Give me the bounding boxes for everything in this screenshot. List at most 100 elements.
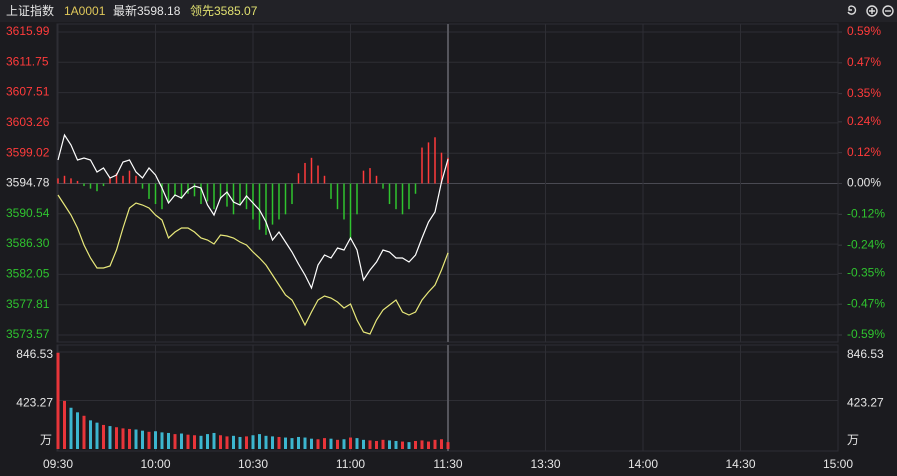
volume-bar — [277, 436, 281, 449]
x-tick-label: 13:30 — [530, 457, 560, 471]
volume-bar — [355, 438, 359, 449]
y-tick-label: 3599.02 — [6, 145, 50, 159]
volume-bar — [388, 440, 391, 449]
volume-bar — [63, 400, 66, 449]
volume-bar — [407, 442, 411, 449]
price-line — [57, 194, 449, 335]
volume-bar — [167, 432, 170, 449]
volume-bar — [316, 439, 320, 449]
y2-tick-label: 0.35% — [847, 86, 881, 100]
volume-bar — [206, 434, 209, 449]
volume-unit: 万 — [40, 433, 52, 447]
y2-tick-label: -0.59% — [847, 327, 885, 341]
x-tick-label: 15:00 — [823, 457, 853, 471]
volume-bar — [186, 434, 190, 449]
volume-tick-label-right: 846.53 — [847, 347, 884, 361]
volume-bar — [128, 428, 131, 449]
volume-bar — [336, 439, 339, 449]
y-tick-label: 3582.05 — [6, 267, 50, 281]
volume-bar — [115, 427, 118, 449]
volume-bar — [446, 442, 450, 449]
volume-bar — [238, 436, 242, 449]
volume-bar — [394, 440, 398, 449]
volume-bar — [440, 439, 443, 449]
zoom-in-plus — [869, 8, 875, 14]
x-tick-label: 11:00 — [336, 457, 365, 471]
volume-bar — [290, 438, 294, 449]
x-tick-label: 10:00 — [140, 457, 170, 471]
y2-tick-label: -0.24% — [847, 237, 885, 251]
reset-icon[interactable] — [847, 5, 857, 15]
y2-tick-label: 0.00% — [847, 176, 881, 190]
volume-bar — [212, 432, 216, 449]
volume-bar — [76, 412, 79, 449]
volume-bar — [342, 439, 346, 449]
volume-bar — [427, 441, 430, 449]
y-tick-label: 3573.57 — [6, 327, 50, 341]
volume-bar — [180, 433, 183, 449]
volume-tick-label-right: 423.27 — [847, 396, 884, 410]
x-tick-label: 14:00 — [628, 457, 658, 471]
volume-bar — [225, 436, 229, 449]
volume-bar — [297, 436, 300, 449]
volume-bar — [154, 431, 157, 449]
index-code: 1A0001 — [64, 4, 106, 18]
y2-tick-label: -0.47% — [847, 296, 885, 310]
volume-bar — [362, 439, 365, 449]
x-tick-label: 11:30 — [433, 457, 462, 471]
x-tick-label: 09:30 — [43, 457, 73, 471]
y-tick-label: 3615.99 — [6, 24, 50, 38]
volume-tick-label: 846.53 — [16, 347, 53, 361]
volume-bar — [323, 438, 326, 449]
y2-tick-label: -0.35% — [847, 266, 885, 280]
x-tick-label: 14:30 — [725, 457, 755, 471]
volume-bar — [401, 441, 404, 449]
volume-bar — [329, 438, 333, 449]
volume-bar — [251, 435, 255, 449]
volume-bar — [284, 437, 287, 449]
volume-bar — [134, 429, 138, 449]
y-tick-label: 3611.75 — [6, 54, 49, 68]
volume-bar — [102, 424, 105, 449]
volume-bar — [121, 428, 125, 449]
volume-bar — [433, 439, 437, 449]
volume-bar — [303, 437, 307, 449]
y2-tick-label: 0.12% — [847, 145, 881, 159]
y2-tick-label: 0.47% — [847, 55, 881, 69]
y-tick-label: 3577.81 — [6, 297, 50, 311]
volume-bar — [141, 430, 144, 449]
y2-tick-label: -0.12% — [847, 206, 885, 220]
volume-bar — [219, 435, 222, 449]
x-tick-label: 10:30 — [238, 457, 268, 471]
header-bar — [0, 0, 897, 22]
volume-bar — [232, 435, 235, 449]
lead-price: 领先3585.07 — [190, 4, 258, 18]
volume-bar — [420, 440, 424, 449]
volume-bar — [82, 415, 86, 449]
volume-bar — [271, 436, 274, 449]
volume-bar — [160, 432, 164, 449]
zoom-in-icon[interactable] — [866, 5, 878, 17]
volume-bar — [349, 437, 352, 449]
y-tick-label: 3586.30 — [6, 236, 50, 250]
volume-bar — [375, 440, 378, 449]
volume-bar — [199, 435, 203, 449]
y-tick-label: 3603.26 — [6, 115, 50, 129]
price-line — [57, 133, 449, 290]
volume-bar — [414, 440, 417, 449]
y-tick-label: 3590.54 — [6, 206, 50, 220]
y2-tick-label: 0.59% — [847, 24, 881, 38]
y-tick-label: 3594.78 — [6, 176, 50, 190]
volume-bar — [95, 422, 99, 449]
volume-bar — [245, 436, 248, 449]
volume-bar — [147, 431, 151, 449]
volume-bar — [310, 438, 313, 449]
index-name: 上证指数 — [6, 3, 54, 18]
zoom-out-icon[interactable] — [882, 5, 894, 17]
latest-price: 最新3598.18 — [113, 3, 181, 18]
volume-bar — [381, 439, 385, 449]
volume-bar — [89, 420, 92, 449]
volume-bar — [56, 352, 60, 449]
